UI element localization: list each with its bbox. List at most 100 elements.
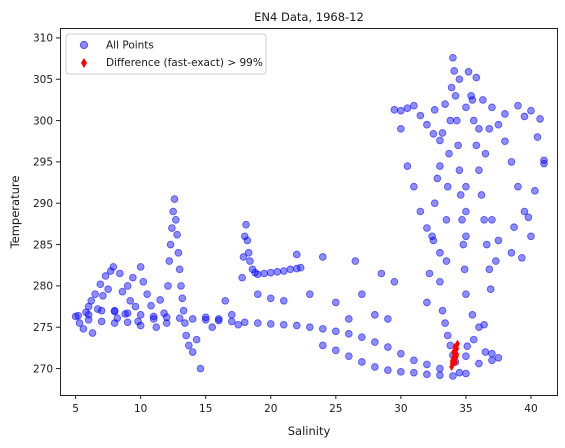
x-tick-label: 5 <box>72 403 79 415</box>
data-point <box>171 196 178 203</box>
data-point <box>430 130 437 137</box>
data-point <box>417 208 424 215</box>
data-point <box>442 101 449 108</box>
data-point <box>463 104 470 111</box>
x-axis-label: Salinity <box>288 424 331 438</box>
x-tick-label: 30 <box>394 403 407 415</box>
data-point <box>448 84 455 91</box>
data-point <box>439 130 446 137</box>
data-point <box>450 54 457 61</box>
data-point <box>140 278 147 285</box>
data-point <box>424 371 431 378</box>
data-point <box>479 97 486 104</box>
y-tick-label: 280 <box>33 281 53 293</box>
data-point <box>178 282 185 289</box>
data-point <box>319 325 326 332</box>
data-point <box>486 266 493 273</box>
data-point <box>537 116 544 123</box>
data-point <box>89 330 96 337</box>
data-point <box>502 111 509 118</box>
data-point <box>469 311 476 318</box>
data-point <box>371 364 378 371</box>
data-point <box>241 319 248 326</box>
data-point <box>483 241 490 248</box>
data-point <box>254 320 261 327</box>
data-point <box>487 286 494 293</box>
data-point <box>495 354 502 361</box>
data-point <box>202 316 209 323</box>
data-point <box>456 167 463 174</box>
data-point <box>297 264 304 271</box>
data-point <box>534 134 541 141</box>
data-point <box>502 138 509 145</box>
data-point <box>228 318 235 325</box>
data-point <box>92 291 99 298</box>
data-point <box>88 297 95 304</box>
data-point <box>166 258 173 265</box>
data-point <box>515 183 522 190</box>
data-point <box>116 270 123 277</box>
data-point <box>119 288 126 295</box>
data-point <box>492 258 499 265</box>
data-point <box>429 233 436 240</box>
data-point <box>345 316 352 323</box>
x-tick-label: 20 <box>264 403 277 415</box>
data-point <box>179 295 186 302</box>
y-axis-label: Temperature <box>8 176 22 250</box>
data-point <box>489 104 496 111</box>
data-point <box>447 117 454 124</box>
data-point <box>456 76 463 83</box>
data-point <box>384 367 391 374</box>
data-point <box>481 321 488 328</box>
data-point <box>243 221 250 228</box>
data-point <box>111 308 118 315</box>
data-point <box>150 313 157 320</box>
data-point <box>463 183 470 190</box>
data-point <box>495 121 502 128</box>
data-point <box>267 295 274 302</box>
data-point <box>215 317 222 324</box>
data-point <box>306 291 313 298</box>
data-point <box>495 237 502 244</box>
data-point <box>172 216 179 223</box>
data-point <box>455 142 462 149</box>
data-point <box>80 325 87 332</box>
data-point <box>358 359 365 366</box>
data-point <box>274 268 281 275</box>
data-point <box>371 339 378 346</box>
data-point <box>111 320 118 327</box>
data-point <box>541 157 548 164</box>
data-point <box>410 369 417 376</box>
data-point <box>431 200 438 207</box>
x-tick-label: 25 <box>329 403 342 415</box>
data-point <box>463 208 470 215</box>
data-point <box>404 105 411 112</box>
data-point <box>332 299 339 306</box>
data-point <box>280 297 287 304</box>
data-point <box>469 97 476 104</box>
data-point <box>486 125 493 132</box>
data-point <box>174 231 181 238</box>
data-point <box>280 321 287 328</box>
data-point <box>254 271 261 278</box>
chart-title: EN4 Data, 1968-12 <box>254 10 364 24</box>
data-point <box>508 249 515 256</box>
data-point <box>185 342 192 349</box>
data-point <box>457 192 464 199</box>
data-point <box>306 324 313 331</box>
data-point <box>189 349 196 356</box>
y-tick-label: 270 <box>33 363 53 375</box>
data-point <box>267 269 274 276</box>
data-point <box>137 263 144 270</box>
data-point <box>132 303 139 310</box>
legend: All Points Difference (fast-exact) > 99% <box>66 34 266 74</box>
data-point <box>463 291 470 298</box>
data-point <box>437 372 444 379</box>
data-point <box>176 266 183 273</box>
data-point <box>463 233 470 240</box>
data-point <box>515 102 522 109</box>
data-point <box>332 347 339 354</box>
data-point <box>453 117 460 124</box>
